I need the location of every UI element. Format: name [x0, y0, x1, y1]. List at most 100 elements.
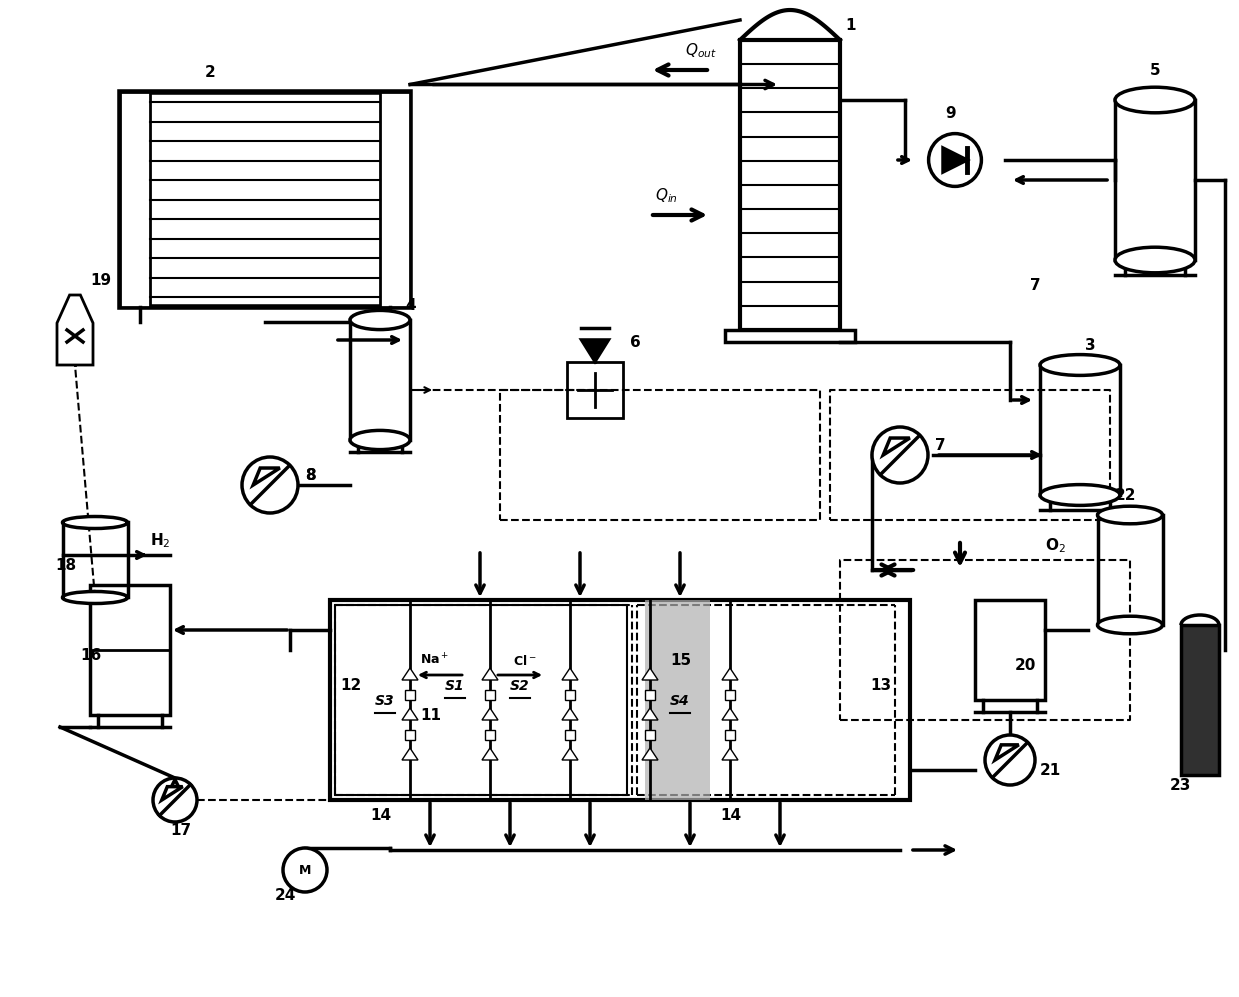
Ellipse shape	[349, 310, 410, 330]
Bar	[646, 690, 655, 700]
Text: 8: 8	[305, 468, 316, 483]
Text: 22: 22	[1115, 488, 1136, 503]
Ellipse shape	[1098, 616, 1162, 634]
Bar	[484, 730, 496, 740]
Ellipse shape	[1115, 87, 1194, 113]
Text: 8: 8	[305, 468, 316, 483]
Bar	[725, 690, 735, 700]
Bar	[1040, 365, 1120, 495]
Polygon shape	[563, 708, 579, 720]
Bar	[725, 330, 855, 342]
Ellipse shape	[1040, 485, 1120, 505]
Circle shape	[282, 848, 327, 892]
Text: O$_2$: O$_2$	[1044, 536, 1066, 554]
Text: 15: 15	[670, 653, 691, 668]
Circle shape	[242, 457, 299, 513]
Bar	[740, 40, 840, 330]
Text: S3: S3	[375, 694, 395, 708]
Polygon shape	[642, 668, 658, 680]
Text: 6: 6	[629, 335, 641, 350]
Circle shape	[985, 735, 1035, 785]
Bar	[484, 690, 496, 700]
Text: 1: 1	[845, 18, 855, 33]
Ellipse shape	[62, 591, 128, 603]
Text: 13: 13	[870, 678, 891, 693]
Bar	[349, 320, 410, 440]
Polygon shape	[563, 668, 579, 680]
Text: S1: S1	[445, 679, 465, 693]
Text: 7: 7	[935, 438, 945, 453]
Ellipse shape	[1040, 355, 1120, 376]
Text: H$_2$: H$_2$	[150, 531, 171, 549]
Text: 17: 17	[170, 823, 191, 838]
Text: S2: S2	[510, 679, 529, 693]
Polygon shape	[581, 340, 610, 362]
Text: 14: 14	[720, 808, 741, 823]
Polygon shape	[722, 668, 738, 680]
Ellipse shape	[349, 431, 410, 450]
Bar	[380, 93, 410, 307]
Bar	[90, 585, 170, 715]
Text: Cl$^-$: Cl$^-$	[513, 654, 536, 668]
Text: 19: 19	[90, 273, 112, 288]
Polygon shape	[563, 748, 579, 760]
Polygon shape	[995, 745, 1018, 760]
Text: 2: 2	[204, 66, 216, 81]
Text: M: M	[299, 863, 311, 876]
Bar	[1115, 100, 1194, 260]
Text: 5: 5	[1150, 63, 1161, 78]
Polygon shape	[642, 748, 658, 760]
Polygon shape	[482, 668, 498, 680]
Polygon shape	[57, 295, 93, 365]
Polygon shape	[482, 708, 498, 720]
Bar	[646, 600, 710, 800]
Text: 4: 4	[405, 298, 415, 313]
Polygon shape	[943, 148, 966, 172]
Bar	[335, 605, 627, 795]
Ellipse shape	[62, 516, 128, 528]
Text: Na$^+$: Na$^+$	[420, 653, 450, 668]
Ellipse shape	[1098, 506, 1162, 523]
Bar	[646, 730, 655, 740]
Polygon shape	[401, 668, 418, 680]
Text: 12: 12	[339, 678, 362, 693]
Bar	[565, 730, 575, 740]
Polygon shape	[253, 468, 280, 485]
Text: 14: 14	[370, 808, 392, 823]
Bar	[725, 730, 735, 740]
Text: 18: 18	[55, 558, 76, 573]
Text: 7: 7	[1030, 278, 1041, 293]
Polygon shape	[482, 748, 498, 760]
Bar	[405, 730, 415, 740]
Bar	[975, 600, 1044, 700]
Polygon shape	[401, 748, 418, 760]
Text: 16: 16	[81, 648, 102, 663]
Polygon shape	[401, 708, 418, 720]
Bar	[62, 522, 128, 597]
Circle shape	[872, 427, 928, 483]
Bar	[565, 690, 575, 700]
Bar	[1181, 625, 1219, 775]
Text: 21: 21	[1040, 763, 1062, 778]
Polygon shape	[722, 708, 738, 720]
Text: S4: S4	[670, 694, 690, 708]
Bar	[405, 690, 415, 700]
Text: 3: 3	[1085, 338, 1095, 353]
Text: 23: 23	[1170, 778, 1192, 793]
Bar	[330, 600, 909, 800]
Polygon shape	[883, 438, 909, 455]
Text: 24: 24	[275, 888, 296, 903]
Polygon shape	[722, 748, 738, 760]
Text: $Q_{in}$: $Q_{in}$	[655, 186, 678, 204]
Circle shape	[928, 134, 981, 186]
Bar	[120, 93, 150, 307]
Bar	[120, 93, 410, 307]
Text: 9: 9	[945, 106, 955, 121]
Bar	[567, 362, 623, 418]
Text: 20: 20	[1015, 658, 1036, 673]
Bar	[1098, 515, 1162, 625]
Polygon shape	[162, 787, 182, 800]
Text: 11: 11	[420, 708, 441, 723]
Text: $Q_{out}$: $Q_{out}$	[685, 41, 717, 60]
Circle shape	[152, 778, 197, 822]
